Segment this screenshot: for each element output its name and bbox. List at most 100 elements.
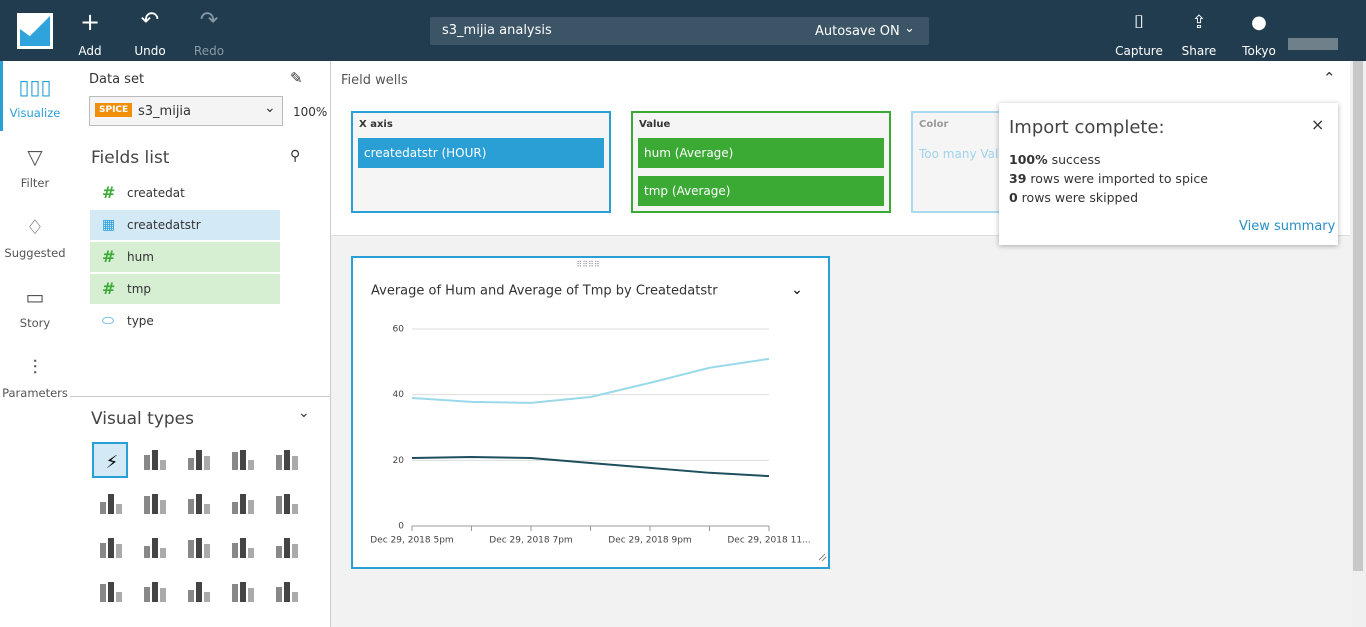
dataset-label: Data set <box>89 72 145 87</box>
strong: 39 <box>1009 171 1027 186</box>
visual-menu[interactable]: ⌄ <box>791 282 803 298</box>
visual-type-icon[interactable] <box>224 442 260 478</box>
field-item[interactable]: # hum <box>90 242 280 272</box>
field-name[interactable]: hum <box>127 250 154 264</box>
value-well[interactable]: Value hum (Average) tmp (Average) <box>631 111 891 213</box>
field-item[interactable]: # createdat <box>102 183 185 202</box>
visual-type-icon[interactable] <box>136 574 172 610</box>
user-name-blurred <box>1288 38 1338 50</box>
divider <box>70 396 330 397</box>
visual-type-icon[interactable] <box>136 530 172 566</box>
parameters-icon[interactable]: ⫶ <box>32 355 38 379</box>
side-rail: ▯▯▯ Visualize ▽ Filter ♢ Suggested ▭ Sto… <box>0 61 71 627</box>
suggested-tab[interactable]: Suggested <box>4 246 66 260</box>
field-item[interactable]: # tmp <box>90 274 280 304</box>
capture-button[interactable]: Capture <box>1115 44 1163 58</box>
pill-text[interactable]: createdatstr (HOUR) <box>364 146 487 160</box>
close-button[interactable]: × <box>1311 115 1325 134</box>
search-icon[interactable]: ⚲ <box>290 148 301 164</box>
text: rows were skipped <box>1017 190 1139 205</box>
visual-type-icon[interactable] <box>268 442 304 478</box>
chart-title: Average of Hum and Average of Tmp by Cre… <box>371 284 718 299</box>
color-placeholder: Too many Value <box>919 147 1014 161</box>
well-label: Value <box>639 119 671 130</box>
add-button[interactable]: Add <box>78 44 102 58</box>
value-field-pill[interactable]: tmp (Average) <box>638 176 884 206</box>
notification-line: 100% success <box>1009 152 1101 167</box>
redo-button: Redo <box>193 44 225 58</box>
redo-icon: ↷ <box>199 8 219 33</box>
value-field-pill[interactable]: hum (Average) <box>638 138 884 168</box>
visual-type-icon[interactable]: ⚡ <box>92 442 128 478</box>
pill-text[interactable]: hum (Average) <box>644 146 734 160</box>
field-name[interactable]: createdatstr <box>127 218 201 232</box>
x-tick-label: Dec 29, 2018 9pm <box>608 536 691 546</box>
undo-button[interactable]: Undo <box>134 44 166 58</box>
chevron: ⌄ <box>264 100 276 116</box>
visual-types-grid: ⚡ <box>92 442 312 622</box>
visual-type-icon[interactable] <box>224 486 260 522</box>
suggested-icon[interactable]: ♢ <box>26 215 44 239</box>
visual-type-icon[interactable] <box>224 530 260 566</box>
region-icon[interactable]: ● <box>1251 12 1267 33</box>
drag-handle[interactable]: ⠿⠿⠿⠿ <box>576 260 599 269</box>
share-button[interactable]: Share <box>1181 44 1217 58</box>
filter-icon[interactable]: ▽ <box>27 145 43 169</box>
visual-type-icon[interactable] <box>180 442 216 478</box>
autosave[interactable]: Autosave ON <box>815 24 900 39</box>
analysis-bar[interactable]: s3_mijia analysis Autosave ON ⌄ <box>430 17 929 45</box>
top-bar: + Add ↶ Undo ↷ Redo s3_mijia analysis Au… <box>0 0 1366 61</box>
collapse-icon[interactable]: ⌄ <box>298 405 310 421</box>
parameters-tab[interactable]: Parameters <box>2 386 68 400</box>
view-summary-link[interactable]: View summary <box>1239 219 1336 234</box>
field-item[interactable]: ▦ createdatstr <box>90 210 280 240</box>
capture-icon[interactable]: ⌷ <box>1133 12 1145 33</box>
dataset-select[interactable]: SPICE s3_mijia ⌄ <box>89 96 283 126</box>
y-tick-label: 60 <box>393 325 405 335</box>
field-name[interactable]: createdat <box>127 186 185 200</box>
scrollbar[interactable] <box>1350 61 1366 627</box>
collapse-icon[interactable]: ⌃ <box>1323 69 1336 87</box>
undo-icon[interactable]: ↶ <box>140 8 160 33</box>
x-field-pill[interactable]: createdatstr (HOUR) <box>358 138 604 168</box>
visual-type-icon[interactable] <box>180 486 216 522</box>
edit-icon[interactable]: ✎ <box>290 69 303 87</box>
field-name[interactable]: type <box>127 314 154 328</box>
field-wells-title: Field wells <box>341 73 408 88</box>
field-item[interactable]: ⬭ type <box>102 313 154 329</box>
visualize-tab[interactable]: Visualize <box>9 106 61 120</box>
field-name[interactable]: tmp <box>127 282 152 296</box>
story-tab[interactable]: Story <box>19 316 51 330</box>
analysis-name[interactable]: s3_mijia analysis <box>442 23 552 38</box>
visual-type-icon[interactable] <box>92 530 128 566</box>
visual-card[interactable]: ⠿⠿⠿⠿ Average of Hum and Average of Tmp b… <box>351 256 830 569</box>
add-icon[interactable]: + <box>79 8 101 36</box>
visual-type-icon[interactable] <box>268 486 304 522</box>
visual-type-icon[interactable] <box>92 574 128 610</box>
chevron: ⌄ <box>904 21 915 36</box>
spice-badge: SPICE <box>95 103 133 117</box>
text: success <box>1047 152 1101 167</box>
filter-tab[interactable]: Filter <box>20 176 50 190</box>
x-tick-label: Dec 29, 2018 5pm <box>370 536 453 546</box>
dataset-name[interactable]: s3_mijia <box>138 104 192 119</box>
visual-type-icon[interactable] <box>180 574 216 610</box>
pill-text[interactable]: tmp (Average) <box>644 184 731 198</box>
share-icon[interactable]: ⇪ <box>1191 12 1207 33</box>
visual-type-icon[interactable] <box>224 574 260 610</box>
visual-type-icon[interactable] <box>92 486 128 522</box>
visual-type-icon[interactable] <box>136 486 172 522</box>
story-icon[interactable]: ▭ <box>25 285 45 309</box>
data-panel: Data set ✎ SPICE s3_mijia ⌄ 100% Fields … <box>70 61 331 627</box>
notification-title: Import complete: <box>1009 117 1165 138</box>
logo <box>17 13 53 49</box>
visual-type-icon[interactable] <box>136 442 172 478</box>
visual-type-icon[interactable] <box>268 574 304 610</box>
visual-type-icon[interactable] <box>268 530 304 566</box>
x-axis-well[interactable]: X axis createdatstr (HOUR) <box>351 111 611 213</box>
x-tick-label: Dec 29, 2018 7pm <box>489 536 572 546</box>
visualize-icon[interactable]: ▯▯▯ <box>18 75 52 99</box>
region-button[interactable]: Tokyo <box>1242 44 1276 58</box>
visual-type-icon[interactable] <box>180 530 216 566</box>
